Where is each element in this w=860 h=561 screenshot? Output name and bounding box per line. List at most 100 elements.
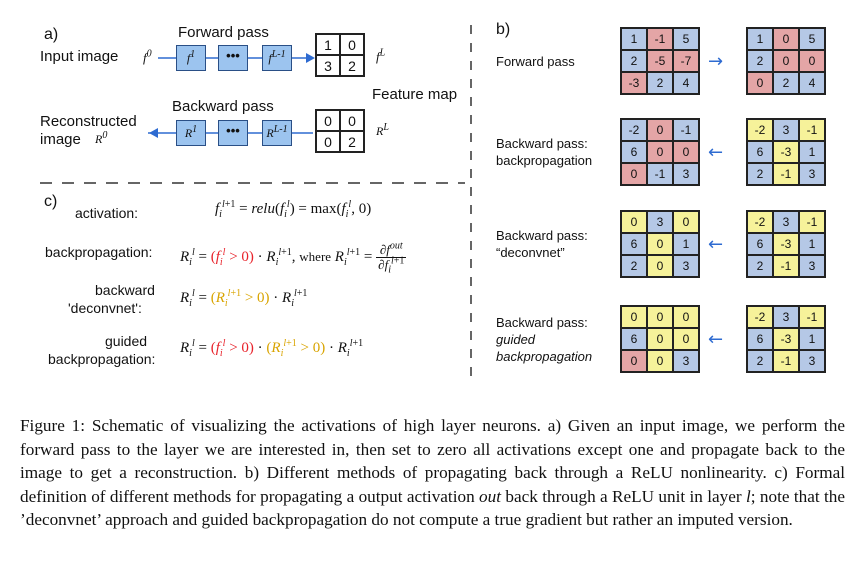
R0-symbol: R0 <box>95 130 108 147</box>
reconstructed-label-2: image <box>40 131 81 148</box>
grid-cell: 2 <box>620 254 648 278</box>
grid-cell: -1 <box>798 305 826 329</box>
layer-rdots-block: ••• <box>218 120 248 146</box>
panel-b-row-label-line: backpropagation <box>496 348 593 364</box>
relu-grid-right: -2 3 -1 6 -3 1 2 -1 3 <box>746 210 826 278</box>
grid-cell: 4 <box>672 71 700 95</box>
grid-cell: -5 <box>646 49 674 73</box>
caption-prefix: Figure 1: Schematic of visualizing the a… <box>20 416 845 506</box>
deconv-label-2: 'deconvnet': <box>68 300 142 316</box>
grid-cell: 2 <box>746 254 774 278</box>
panel-b-row-label-line: Backward pass: <box>496 136 588 151</box>
forward-chain-lines <box>148 53 315 138</box>
feature-map-label: Feature map <box>372 86 458 103</box>
relu-grid-left: -2 0 -1 6 0 0 0 -1 3 <box>620 118 700 186</box>
relu-grid-left: 1 -1 5 2 -5 -7 -3 2 4 <box>620 27 700 95</box>
grid-cell: 3 <box>798 162 826 186</box>
layer-fL-1-block: fL-1 <box>262 45 292 71</box>
vertical-separator <box>470 25 472 385</box>
grid-cell: 0 <box>620 162 648 186</box>
grid-cell: 3 <box>798 349 826 373</box>
fm-cell: 2 <box>339 130 365 153</box>
reconstructed-label-1: Reconstructed <box>40 113 137 130</box>
panel-b-row-label-line: backpropagation <box>496 153 593 168</box>
grid-cell: 4 <box>798 71 826 95</box>
guided-equation: Ril = (fil > 0) · (Ril+1 > 0) · Ril+1 <box>180 338 364 359</box>
arrow-left-icon: ← <box>708 142 724 163</box>
grid-cell: 3 <box>772 118 800 142</box>
grid-cell: -3 <box>620 71 648 95</box>
grid-cell: 0 <box>672 140 700 164</box>
grid-cell: 6 <box>620 327 648 351</box>
panel-a-label: a) <box>44 26 59 43</box>
forward-pass-title: Forward pass <box>178 24 269 41</box>
grid-cell: 6 <box>620 232 648 256</box>
fm-cell: 1 <box>315 33 341 56</box>
grid-cell: 0 <box>646 118 674 142</box>
panel-b-row-label: Backward pass: “deconvnet” <box>496 227 588 261</box>
grid-cell: 3 <box>772 210 800 234</box>
grid-cell: -3 <box>772 327 800 351</box>
f0-symbol: f0 <box>143 48 152 65</box>
caption-middle: back through a ReLU unit in layer <box>505 486 742 506</box>
grid-cell: -1 <box>646 162 674 186</box>
fm-cell: 0 <box>339 33 365 56</box>
panel-b-row-label-line: Backward pass: <box>496 314 588 330</box>
grid-cell: 0 <box>672 210 700 234</box>
grid-cell: 1 <box>798 232 826 256</box>
grid-cell: -1 <box>646 27 674 51</box>
grid-cell: 2 <box>772 71 800 95</box>
grid-cell: 1 <box>620 27 648 51</box>
panel-b-row-label-line: Backward pass: <box>496 228 588 243</box>
grid-cell: -7 <box>672 49 700 73</box>
grid-cell: -2 <box>620 118 648 142</box>
layer-f1-block: f1 <box>176 45 206 71</box>
grid-cell: 3 <box>772 305 800 329</box>
grid-cell: 3 <box>798 254 826 278</box>
grid-cell: 6 <box>746 232 774 256</box>
backprop-label: backpropagation: <box>45 244 153 260</box>
grid-cell: 3 <box>672 162 700 186</box>
grid-cell: 0 <box>620 305 648 329</box>
grid-cell: 1 <box>672 232 700 256</box>
panel-b-row-label: Backward pass: guided backpropagation <box>496 314 592 365</box>
grid-cell: 6 <box>746 140 774 164</box>
arrow-right-icon: → <box>708 51 724 72</box>
grid-cell: -1 <box>798 118 826 142</box>
grid-cell: 0 <box>672 305 700 329</box>
grid-cell: 0 <box>772 27 800 51</box>
layer-RL-1-block: RL-1 <box>262 120 292 146</box>
grid-cell: 1 <box>798 140 826 164</box>
grid-cell: 2 <box>620 49 648 73</box>
grid-cell: -1 <box>672 118 700 142</box>
grid-cell: 6 <box>620 140 648 164</box>
figure-1: a) Forward pass Input image f0 f1 ••• fL… <box>40 21 826 385</box>
grid-cell: 2 <box>746 49 774 73</box>
layer-dots-block: ••• <box>218 45 248 71</box>
panel-c-label: c) <box>44 193 58 210</box>
grid-cell: -1 <box>772 254 800 278</box>
grid-cell: -1 <box>772 162 800 186</box>
grid-cell: -3 <box>772 140 800 164</box>
panel-b-row-label: Backward pass: backpropagation <box>496 135 592 169</box>
grid-cell: 0 <box>646 232 674 256</box>
grid-cell: -2 <box>746 305 774 329</box>
grid-cell: 3 <box>646 210 674 234</box>
grid-cell: 0 <box>646 327 674 351</box>
input-image-label: Input image <box>40 48 119 65</box>
grid-cell: 1 <box>746 27 774 51</box>
figure-caption: Figure 1: Schematic of visualizing the a… <box>20 414 845 532</box>
backward-pass-title: Backward pass <box>172 98 274 115</box>
grid-cell: 0 <box>646 140 674 164</box>
grid-cell: 5 <box>672 27 700 51</box>
activation-label: activation: <box>75 205 139 221</box>
grid-cell: -2 <box>746 210 774 234</box>
grid-cell: 1 <box>798 327 826 351</box>
grid-cell: 3 <box>672 254 700 278</box>
grid-cell: 0 <box>646 305 674 329</box>
panel-b-row-label-line: guided <box>496 331 536 347</box>
grid-cell: 0 <box>620 210 648 234</box>
grid-cell: 0 <box>772 49 800 73</box>
